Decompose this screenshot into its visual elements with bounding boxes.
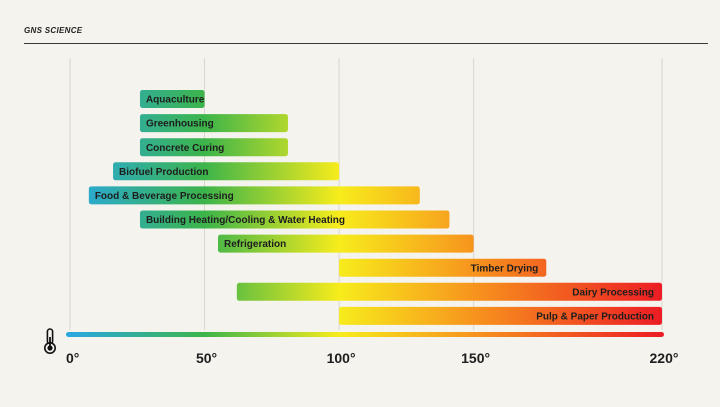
bar-label-food-beverage-processing: Food & Beverage Processing [95, 191, 234, 202]
bar-label-biofuel-production: Biofuel Production [119, 167, 208, 178]
bar-timber-drying [339, 258, 547, 277]
bar-label-concrete-curing: Concrete Curing [146, 143, 224, 154]
bar-label-greenhousing: Greenhousing [146, 119, 214, 130]
tick-label-100: 100° [327, 350, 356, 366]
bar-label-building-heating-cooling-water-heating: Building Heating/Cooling & Water Heating [146, 215, 345, 226]
bar-label-refrigeration: Refrigeration [224, 239, 286, 250]
bar-label-pulp-paper-production: Pulp & Paper Production [536, 312, 654, 323]
thermometer-icon [44, 328, 56, 354]
bar-aquaculture [139, 90, 205, 108]
temperature-scale-bar [66, 332, 664, 337]
bar-food-beverage-processing [88, 186, 420, 205]
bar-refrigeration [218, 234, 474, 253]
tick-label-220: 220° [650, 350, 679, 366]
bar-biofuel-production [113, 162, 340, 181]
brand-logo: GNS SCIENCE [24, 26, 83, 35]
bars: Aquaculture Greenhousing Concrete Curing Bi… [88, 90, 662, 325]
bar-label-aquaculture: Aquaculture [146, 95, 205, 106]
tick-label-50: 50° [196, 350, 217, 366]
header-divider [24, 43, 708, 44]
bar-building-heating-cooling-water-heating [139, 210, 450, 229]
bar-greenhousing [139, 114, 288, 133]
temperature-axis: 0° 50° 100° 150° 220° [44, 328, 679, 366]
bar-label-timber-drying: Timber Drying [471, 263, 539, 274]
tick-label-0: 0° [66, 350, 79, 366]
bar-pulp-paper-production [339, 306, 662, 325]
bar-dairy-processing [236, 282, 662, 301]
bar-label-dairy-processing: Dairy Processing [572, 287, 654, 298]
bar-concrete-curing [139, 138, 288, 157]
tick-label-150: 150° [461, 350, 490, 366]
